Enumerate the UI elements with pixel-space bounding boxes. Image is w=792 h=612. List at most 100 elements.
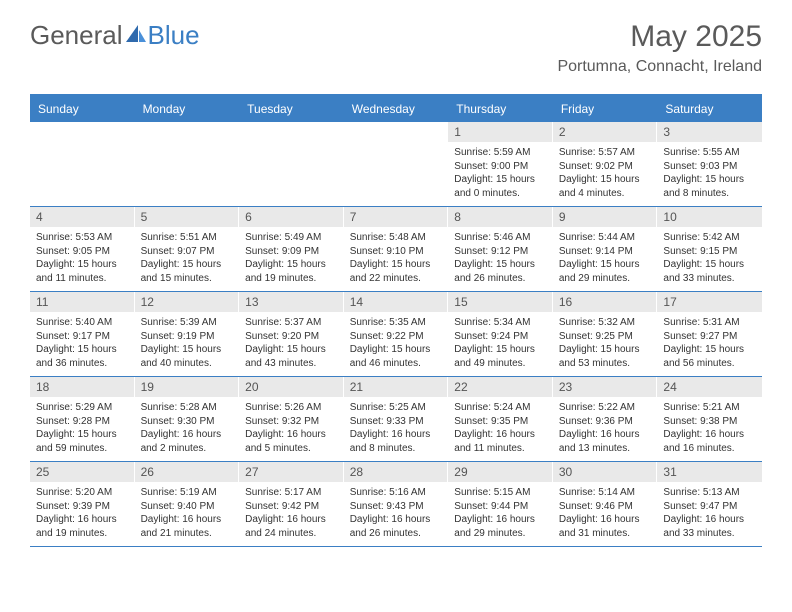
day-number: 26 [135, 462, 240, 482]
sunrise-text: Sunrise: 5:31 AM [663, 316, 756, 330]
sunrise-text: Sunrise: 5:49 AM [245, 231, 338, 245]
day-info: Sunrise: 5:51 AMSunset: 9:07 PMDaylight:… [135, 227, 240, 291]
day-cell: 30Sunrise: 5:14 AMSunset: 9:46 PMDayligh… [553, 462, 658, 546]
day-cell: 19Sunrise: 5:28 AMSunset: 9:30 PMDayligh… [135, 377, 240, 461]
day-cell [344, 122, 449, 206]
day-info: Sunrise: 5:24 AMSunset: 9:35 PMDaylight:… [448, 397, 553, 461]
day-number: 29 [448, 462, 553, 482]
daylight-text: Daylight: 15 hours and 0 minutes. [454, 173, 547, 200]
day-info: Sunrise: 5:57 AMSunset: 9:02 PMDaylight:… [553, 142, 658, 206]
sunrise-text: Sunrise: 5:29 AM [36, 401, 129, 415]
day-info: Sunrise: 5:48 AMSunset: 9:10 PMDaylight:… [344, 227, 449, 291]
week-row: 11Sunrise: 5:40 AMSunset: 9:17 PMDayligh… [30, 292, 762, 377]
sunset-text: Sunset: 9:35 PM [454, 415, 547, 429]
day-info: Sunrise: 5:15 AMSunset: 9:44 PMDaylight:… [448, 482, 553, 546]
sunset-text: Sunset: 9:40 PM [141, 500, 234, 514]
logo-text-2: Blue [148, 20, 200, 51]
week-row: 1Sunrise: 5:59 AMSunset: 9:00 PMDaylight… [30, 122, 762, 207]
day-info: Sunrise: 5:55 AMSunset: 9:03 PMDaylight:… [657, 142, 762, 206]
day-cell: 25Sunrise: 5:20 AMSunset: 9:39 PMDayligh… [30, 462, 135, 546]
header: General Blue May 2025 Portumna, Connacht,… [0, 0, 792, 86]
sunset-text: Sunset: 9:24 PM [454, 330, 547, 344]
day-number: 18 [30, 377, 135, 397]
day-info: Sunrise: 5:40 AMSunset: 9:17 PMDaylight:… [30, 312, 135, 376]
sunset-text: Sunset: 9:17 PM [36, 330, 129, 344]
sunrise-text: Sunrise: 5:28 AM [141, 401, 234, 415]
sunrise-text: Sunrise: 5:42 AM [663, 231, 756, 245]
sunset-text: Sunset: 9:46 PM [559, 500, 652, 514]
day-info: Sunrise: 5:21 AMSunset: 9:38 PMDaylight:… [657, 397, 762, 461]
sunset-text: Sunset: 9:28 PM [36, 415, 129, 429]
day-cell: 5Sunrise: 5:51 AMSunset: 9:07 PMDaylight… [135, 207, 240, 291]
day-cell: 2Sunrise: 5:57 AMSunset: 9:02 PMDaylight… [553, 122, 658, 206]
sunrise-text: Sunrise: 5:46 AM [454, 231, 547, 245]
day-number: 14 [344, 292, 449, 312]
sunset-text: Sunset: 9:15 PM [663, 245, 756, 259]
daylight-text: Daylight: 15 hours and 11 minutes. [36, 258, 129, 285]
day-info: Sunrise: 5:25 AMSunset: 9:33 PMDaylight:… [344, 397, 449, 461]
sunrise-text: Sunrise: 5:35 AM [350, 316, 443, 330]
logo-text-1: General [30, 20, 123, 51]
sunrise-text: Sunrise: 5:40 AM [36, 316, 129, 330]
day-cell: 18 Sunrise: 5:29 AMSunset: 9:28 PMDayligh… [30, 377, 135, 461]
day-cell: 11Sunrise: 5:40 AMSunset: 9:17 PMDayligh… [30, 292, 135, 376]
day-info: Sunrise: 5:46 AMSunset: 9:12 PMDaylight:… [448, 227, 553, 291]
day-number: 21 [344, 377, 449, 397]
sunrise-text: Sunrise: 5:26 AM [245, 401, 338, 415]
day-cell: 20Sunrise: 5:26 AMSunset: 9:32 PMDayligh… [239, 377, 344, 461]
day-header: Tuesday [239, 96, 344, 122]
daylight-text: Daylight: 16 hours and 2 minutes. [141, 428, 234, 455]
day-cell: 13Sunrise: 5:37 AMSunset: 9:20 PMDayligh… [239, 292, 344, 376]
location: Portumna, Connacht, Ireland [557, 58, 762, 76]
daylight-text: Daylight: 15 hours and 53 minutes. [559, 343, 652, 370]
day-number: 2 [553, 122, 658, 142]
day-number: 28 [344, 462, 449, 482]
day-number: 11 [30, 292, 135, 312]
sunrise-text: Sunrise: 5:24 AM [454, 401, 547, 415]
sunrise-text: Sunrise: 5:16 AM [350, 486, 443, 500]
day-cell: 26Sunrise: 5:19 AMSunset: 9:40 PMDayligh… [135, 462, 240, 546]
daylight-text: Daylight: 16 hours and 11 minutes. [454, 428, 547, 455]
sunrise-text: Sunrise: 5:20 AM [36, 486, 129, 500]
day-cell [135, 122, 240, 206]
day-cell: 3Sunrise: 5:55 AMSunset: 9:03 PMDaylight… [657, 122, 762, 206]
day-number: 7 [344, 207, 449, 227]
title-block: May 2025 Portumna, Connacht, Ireland [557, 20, 762, 76]
daylight-text: Daylight: 15 hours and 59 minutes. [36, 428, 129, 455]
sunrise-text: Sunrise: 5:21 AM [663, 401, 756, 415]
sunset-text: Sunset: 9:10 PM [350, 245, 443, 259]
day-info: Sunrise: 5:34 AMSunset: 9:24 PMDaylight:… [448, 312, 553, 376]
day-number: 25 [30, 462, 135, 482]
day-info: Sunrise: 5:49 AMSunset: 9:09 PMDaylight:… [239, 227, 344, 291]
sunrise-text: Sunrise: 5:51 AM [141, 231, 234, 245]
sunset-text: Sunset: 9:07 PM [141, 245, 234, 259]
daylight-text: Daylight: 15 hours and 29 minutes. [559, 258, 652, 285]
daylight-text: Daylight: 16 hours and 24 minutes. [245, 513, 338, 540]
sunset-text: Sunset: 9:36 PM [559, 415, 652, 429]
daylight-text: Daylight: 15 hours and 46 minutes. [350, 343, 443, 370]
week-row: 25 Sunrise: 5:20 AMSunset: 9:39 PM Dayligh… [30, 462, 762, 547]
daylight-text: Daylight: 16 hours and 16 minutes. [663, 428, 756, 455]
daylight-text: Daylight: 15 hours and 40 minutes. [141, 343, 234, 370]
day-number: 15 [448, 292, 553, 312]
day-number: 30 [553, 462, 658, 482]
daylight-text: Daylight: 15 hours and 22 minutes. [350, 258, 443, 285]
day-number: 12 [135, 292, 240, 312]
day-number: 5 [135, 207, 240, 227]
sunset-text: Sunset: 9:44 PM [454, 500, 547, 514]
day-number: 6 [239, 207, 344, 227]
day-info: Sunrise: 5:28 AMSunset: 9:30 PMDaylight:… [135, 397, 240, 461]
calendar: SundayMondayTuesdayWednesdayThursdayFrid… [30, 94, 762, 547]
sunset-text: Sunset: 9:02 PM [559, 160, 652, 174]
sunset-text: Sunset: 9:19 PM [141, 330, 234, 344]
daylight-text: Daylight: 16 hours and 21 minutes. [141, 513, 234, 540]
day-number: 17 [657, 292, 762, 312]
sunset-text: Sunset: 9:39 PM [36, 500, 129, 514]
sunset-text: Sunset: 9:00 PM [454, 160, 547, 174]
day-cell: 14 Sunrise: 5:35 AMSunset: 9:22 PMDayligh… [344, 292, 449, 376]
day-cell [239, 122, 344, 206]
week-row: 4Sunrise: 5:53 AMSunset: 9:05 PMDaylight… [30, 207, 762, 292]
day-number: 23 [553, 377, 658, 397]
sunset-text: Sunset: 9:22 PM [350, 330, 443, 344]
sunrise-text: Sunrise: 5:39 AM [141, 316, 234, 330]
